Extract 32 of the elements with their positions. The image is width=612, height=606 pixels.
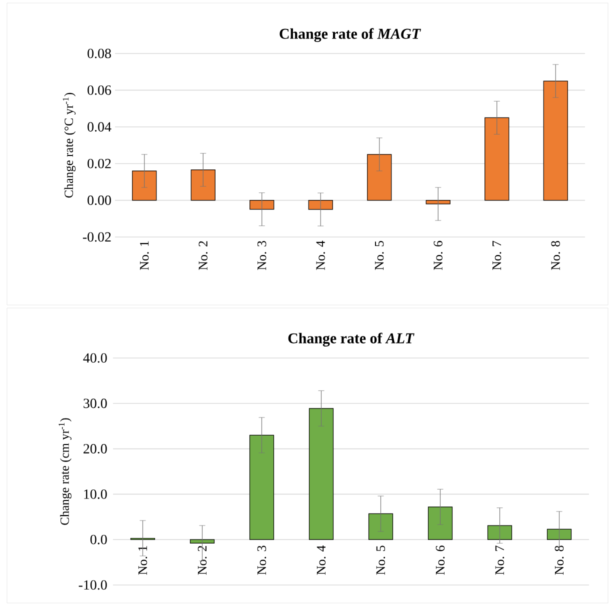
y-axis-title: Change rate (°C yr$^{-1}$) bbox=[62, 92, 76, 198]
y-tick-label: 0.06 bbox=[88, 85, 112, 95]
y-tick-label: 10.0 bbox=[84, 489, 107, 499]
y-tick-label: 0.02 bbox=[88, 158, 111, 168]
chart-title: Change rate of ALT bbox=[288, 332, 414, 347]
y-tick-label: 0.04 bbox=[88, 122, 112, 132]
x-tick-label: No. 4 bbox=[316, 545, 326, 575]
x-tick-label: No. 1 bbox=[140, 241, 149, 270]
chart-title: Change rate of MAGT bbox=[280, 28, 421, 42]
y-tick-label: 20.0 bbox=[84, 444, 107, 454]
x-tick-label: No. 5 bbox=[376, 546, 386, 575]
x-tick-label: No. 2 bbox=[198, 241, 208, 270]
x-tick-label: No. 6 bbox=[436, 546, 445, 575]
y-tick-label: 40.0 bbox=[83, 353, 107, 363]
y-tick-label: 0.00 bbox=[88, 196, 111, 206]
x-tick-label: No. 3 bbox=[257, 241, 266, 270]
y-tick-label: 30.0 bbox=[84, 398, 107, 408]
y-axis-title: Change rate (cm yr$^{-1}$) bbox=[58, 418, 72, 525]
x-tick-label: No. 4 bbox=[316, 240, 325, 270]
y-tick-label: 0.0 bbox=[90, 534, 107, 544]
y-tick-label: -10.0 bbox=[78, 580, 107, 590]
x-tick-label: No. 5 bbox=[375, 241, 384, 270]
x-tick-label: No. 7 bbox=[492, 240, 502, 270]
x-tick-label: No. 2 bbox=[198, 546, 207, 575]
x-tick-label: No. 8 bbox=[551, 241, 560, 270]
x-tick-label: No. 8 bbox=[554, 546, 564, 575]
x-tick-label: No. 3 bbox=[257, 546, 266, 575]
x-tick-label: No. 1 bbox=[138, 546, 148, 575]
y-tick-label: 0.08 bbox=[88, 48, 111, 58]
y-tick-label: -0.02 bbox=[82, 232, 111, 242]
x-tick-label: No. 6 bbox=[434, 240, 443, 270]
x-tick-label: No. 7 bbox=[495, 546, 504, 575]
